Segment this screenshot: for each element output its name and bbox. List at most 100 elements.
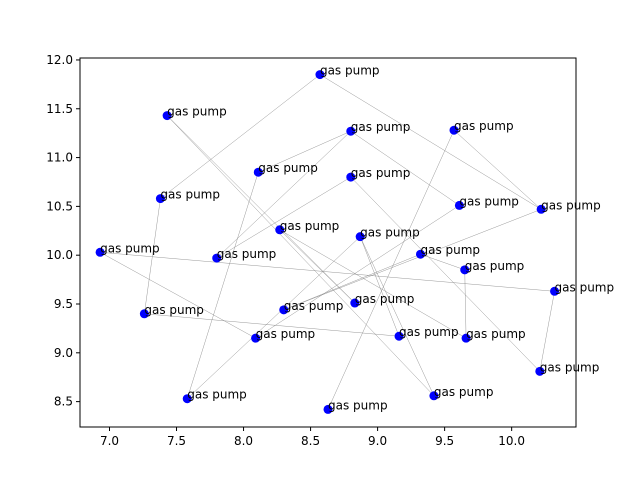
y-tick-label: 9.0 [54, 346, 73, 360]
data-point [536, 204, 546, 214]
data-point [346, 172, 356, 182]
data-point [454, 200, 464, 210]
y-tick-label: 11.0 [46, 151, 73, 165]
point-label: gas pump [320, 64, 380, 78]
point-label: gas pump [351, 120, 411, 134]
x-tick-label: 9.5 [435, 434, 454, 448]
point-label: gas pump [256, 327, 316, 341]
point-label: gas pump [454, 119, 514, 133]
data-point [461, 333, 471, 343]
edge-line [350, 176, 540, 372]
data-point [162, 111, 172, 121]
point-label: gas pump [555, 280, 615, 294]
data-point [139, 309, 149, 319]
data-point [275, 225, 285, 235]
point-label: gas pump [399, 325, 459, 339]
plot-frame [79, 57, 577, 428]
point-label: gas pump [217, 247, 277, 261]
edge-line [166, 115, 355, 304]
edge-line [319, 74, 542, 210]
point-label: gas pump [100, 241, 160, 255]
edge-line [327, 130, 455, 410]
x-tick-label: 7.5 [167, 434, 186, 448]
x-tick-label: 8.0 [234, 434, 253, 448]
x-tick-label: 10.0 [498, 434, 525, 448]
data-point [550, 286, 560, 296]
y-tick-label: 8.5 [54, 395, 73, 409]
y-tick-label: 12.0 [46, 53, 73, 67]
data-point [460, 265, 470, 275]
point-label: gas pump [459, 194, 519, 208]
data-point [429, 391, 439, 401]
data-point [251, 333, 261, 343]
y-tick-label: 10.0 [46, 248, 73, 262]
point-label: gas pump [420, 243, 480, 257]
edge-line [255, 205, 460, 339]
point-label: gas pump [328, 398, 388, 412]
y-tick-label: 10.5 [46, 199, 73, 213]
edge-line [359, 236, 435, 396]
data-point [323, 404, 333, 414]
point-label: gas pump [160, 188, 220, 202]
edge-line [216, 131, 351, 259]
edge-line [99, 252, 256, 339]
x-tick-label: 8.5 [301, 434, 320, 448]
edge-line [100, 252, 555, 292]
x-tick-label: 9.0 [368, 434, 387, 448]
point-label: gas pump [187, 388, 247, 402]
edge-line [283, 209, 542, 311]
point-label: gas pump [541, 198, 601, 212]
edge-line [144, 313, 400, 337]
data-point [155, 194, 165, 204]
point-label: gas pump [355, 292, 415, 306]
point-label: gas pump [360, 226, 420, 240]
point-label: gas pump [466, 327, 526, 341]
data-point [212, 253, 222, 263]
edge-line [144, 198, 161, 314]
point-label: gas pump [540, 360, 600, 374]
edge-line [359, 236, 400, 337]
y-tick-label: 11.5 [46, 102, 73, 116]
edge-line [216, 176, 351, 259]
edge-line [160, 74, 321, 199]
data-point [449, 125, 459, 135]
data-point [279, 305, 289, 315]
edges-layer [99, 74, 555, 410]
x-tick-label: 7.0 [100, 434, 119, 448]
point-label: gas pump [144, 303, 204, 317]
x-axis: 7.0 7.5 8.0 8.5 9.0 9.5 10.0 [100, 427, 525, 448]
edge-line [187, 172, 259, 399]
data-point [415, 249, 425, 259]
y-tick-label: 9.5 [54, 297, 73, 311]
point-label: gas pump [351, 166, 411, 180]
edge-line [453, 130, 542, 210]
point-label: gas pump [280, 219, 340, 233]
point-label: gas pump [434, 385, 494, 399]
edge-line [350, 131, 460, 206]
edge-line [187, 236, 361, 399]
data-point [355, 232, 365, 242]
data-point [253, 167, 263, 177]
data-point [535, 366, 545, 376]
edge-line [420, 253, 465, 271]
point-label: gas pump [465, 259, 525, 273]
point-label: gas pump [167, 105, 227, 119]
edge-line [279, 229, 467, 339]
data-point [346, 126, 356, 136]
data-point [95, 247, 105, 257]
points-layer [95, 70, 560, 414]
point-label: gas pump [284, 299, 344, 313]
edge-line [279, 229, 355, 304]
edge-line [283, 253, 421, 311]
data-point [315, 70, 325, 80]
edge-line [539, 291, 555, 372]
edge-line [258, 130, 351, 173]
point-label: gas pump [258, 161, 318, 175]
edge-line [464, 269, 467, 339]
y-axis: 8.5 9.0 9.5 10.0 10.5 11.0 11.5 12.0 [46, 53, 80, 409]
edge-line [166, 115, 435, 396]
data-point [394, 331, 404, 341]
